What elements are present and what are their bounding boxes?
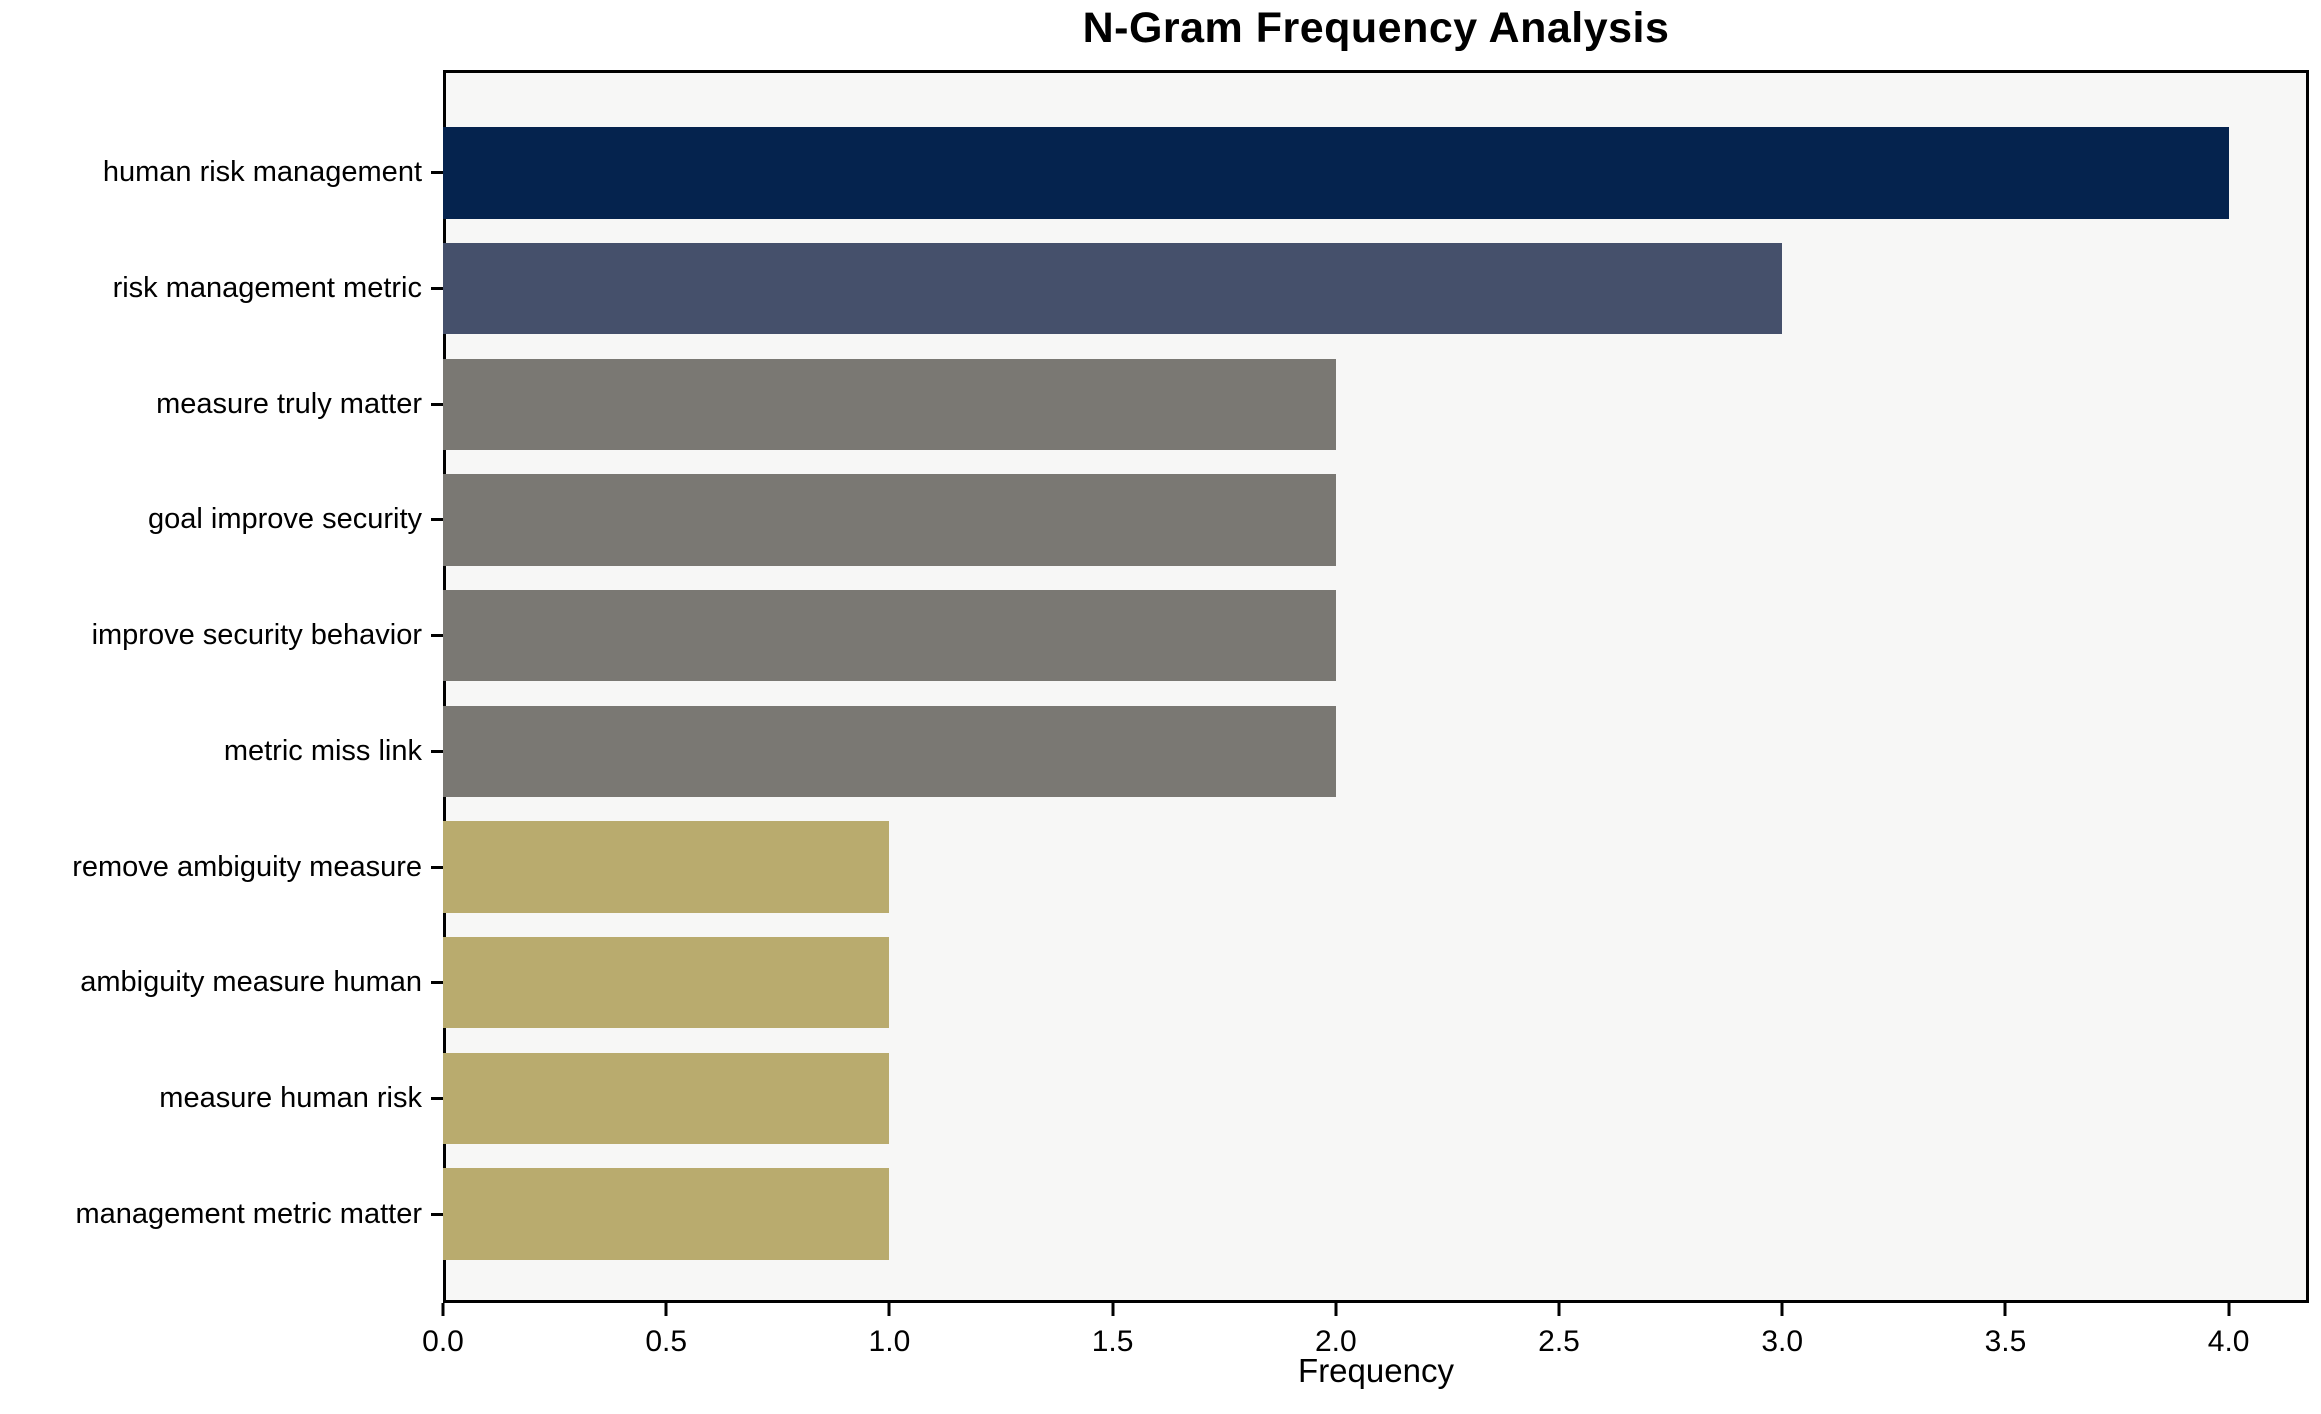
x-tick-mark (2227, 1303, 2231, 1316)
bar-zone (443, 1156, 2309, 1272)
bar-zone (443, 694, 2309, 810)
x-tick-mark (887, 1303, 891, 1316)
y-tick-mark (431, 287, 443, 291)
y-axis-label: measure truly matter (156, 387, 422, 420)
x-tick-label: 2.5 (1538, 1325, 1580, 1358)
x-axis-label: Frequency (1298, 1352, 1454, 1389)
bar-zone (443, 231, 2309, 347)
x-tick-mark (2003, 1303, 2007, 1316)
frequency-bar (443, 705, 1336, 798)
x-tick-label: 0.5 (645, 1325, 688, 1358)
x-tick-mark (1111, 1303, 1115, 1316)
x-tick-label: 4.0 (2207, 1325, 2250, 1358)
y-tick-mark (431, 518, 443, 522)
y-axis-label: ambiguity measure human (80, 966, 422, 999)
x-tick-label: 3.5 (1984, 1325, 2027, 1358)
y-tick-mark (431, 865, 443, 869)
bar-row: remove ambiguity measure (0, 809, 2321, 925)
bar-row: metric miss link (0, 694, 2321, 810)
bar-row: measure truly matter (0, 346, 2321, 462)
bar-zone (443, 925, 2309, 1041)
y-tick-mark (431, 1212, 443, 1216)
frequency-bar (443, 242, 1783, 335)
chart-title: N-Gram Frequency Analysis (1082, 4, 1670, 52)
bar-row: ambiguity measure human (0, 925, 2321, 1041)
y-tick-mark (431, 981, 443, 985)
frequency-bar (443, 1168, 890, 1260)
bar-row: goal improve security (0, 462, 2321, 578)
x-tick-mark (441, 1303, 445, 1316)
x-tick-label: 2.0 (1314, 1325, 1357, 1358)
bar-row: management metric matter (0, 1156, 2321, 1272)
y-tick-mark (431, 402, 443, 406)
bar-row: risk management metric (0, 231, 2321, 347)
y-axis-label: remove ambiguity measure (72, 850, 422, 883)
bar-row: measure human risk (0, 1041, 2321, 1157)
y-axis-label: risk management metric (112, 272, 422, 305)
x-tick-mark (1780, 1303, 1784, 1316)
y-tick-mark (431, 171, 443, 175)
x-tick-mark (664, 1303, 668, 1316)
bar-zone (443, 115, 2309, 231)
bar-zone (443, 809, 2309, 925)
x-tick-mark (1557, 1303, 1561, 1316)
frequency-bar (443, 937, 890, 1029)
y-tick-mark (431, 634, 443, 638)
frequency-bar (443, 589, 1336, 682)
x-tick-label: 3.0 (1761, 1325, 1804, 1358)
bar-zone (443, 578, 2309, 694)
y-axis-label: improve security behavior (91, 619, 422, 652)
y-axis-label: management metric matter (75, 1197, 422, 1230)
frequency-bar (443, 127, 2229, 219)
x-tick-mark (1334, 1303, 1338, 1316)
frequency-bar (443, 821, 890, 913)
frequency-bar (443, 474, 1336, 566)
y-axis-label: goal improve security (148, 503, 422, 536)
frequency-bar (443, 1052, 890, 1145)
x-axis-ticks: 0.0 0.5 1.0 1.5 2.0 2.5 3.0 3.5 4.0 (422, 1303, 2309, 1393)
bar-zone (443, 346, 2309, 462)
bar-zone (443, 462, 2309, 578)
x-tick-label: 0.0 (422, 1325, 464, 1358)
y-tick-mark (431, 749, 443, 753)
bar-rows: human risk management risk management met… (0, 70, 2321, 1303)
x-tick-label: 1.0 (868, 1325, 911, 1358)
bar-row: human risk management (0, 115, 2321, 231)
y-axis-label: measure human risk (159, 1081, 422, 1114)
y-axis-label: human risk management (102, 156, 422, 189)
y-tick-mark (431, 1096, 443, 1100)
bar-row: improve security behavior (0, 578, 2321, 694)
bar-zone (443, 1041, 2309, 1157)
frequency-bar (443, 358, 1336, 450)
y-axis-label: metric miss link (223, 734, 422, 767)
x-tick-label: 1.5 (1091, 1325, 1134, 1358)
